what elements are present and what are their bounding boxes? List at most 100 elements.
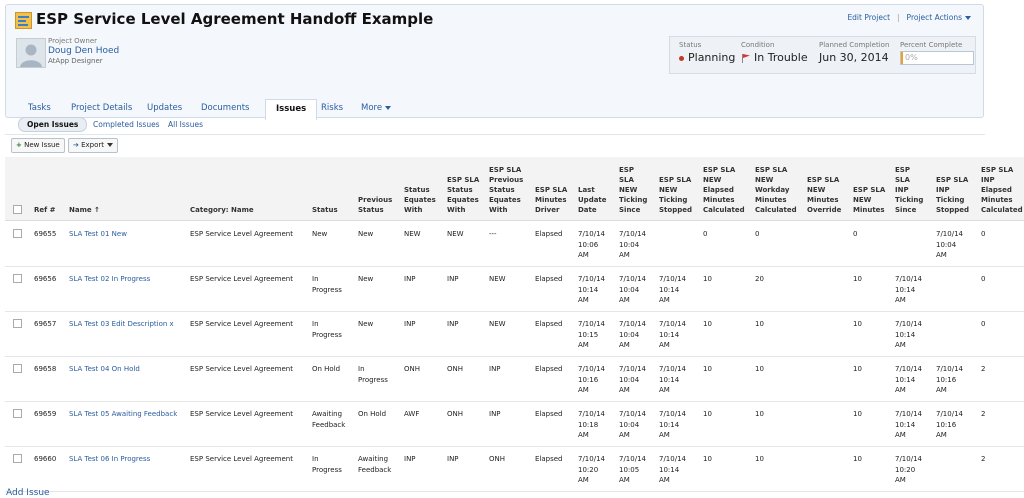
table-cell: INP	[447, 320, 459, 328]
tab-risks[interactable]: Risks	[321, 103, 344, 113]
table-cell: 7/10/14 10:14 AM	[895, 275, 922, 304]
issue-name-link[interactable]: SLA Test 02 In Progress	[69, 275, 151, 283]
avatar[interactable]	[16, 38, 46, 68]
table-row[interactable]: 69657 SLA Test 03 Edit Description x ESP S…	[5, 311, 1024, 357]
tab-more[interactable]: More	[361, 99, 392, 119]
column-header-new-workday[interactable]: ESP SLA NEW Workday Minutes Calculated	[755, 166, 797, 214]
issue-name-link[interactable]: SLA Test 06 In Progress	[69, 455, 151, 463]
table-cell: Elapsed	[535, 410, 563, 418]
column-header-status[interactable]: Status	[312, 206, 338, 214]
table-cell: Elapsed	[535, 365, 563, 373]
table-cell: 7/10/14 10:04 AM	[936, 230, 963, 259]
table-cell: New	[358, 320, 374, 328]
column-header-status-equates[interactable]: Status Equates With	[404, 186, 436, 214]
flag-icon	[742, 54, 750, 63]
add-issue-link[interactable]: Add Issue	[6, 488, 50, 498]
edit-project-link[interactable]: Edit Project	[847, 13, 891, 22]
table-cell: 0	[981, 275, 986, 283]
table-cell: 10	[703, 365, 712, 373]
tab-issues[interactable]: Issues	[265, 99, 318, 120]
table-cell: 7/10/14 10:04 AM	[619, 320, 646, 349]
column-header-new-elapsed[interactable]: ESP SLA NEW Elapsed Minutes Calculated	[703, 166, 745, 214]
column-header-last-update[interactable]: Last Update Date	[578, 186, 607, 214]
divider	[5, 134, 985, 135]
table-cell: In Progress	[312, 275, 342, 294]
table-row[interactable]: 69660 SLA Test 06 In Progress ESP Service …	[5, 446, 1024, 492]
column-header-inp-elapsed[interactable]: ESP SLA INP Elapsed Minutes Calculated	[981, 166, 1023, 214]
table-cell: 7/10/14 10:14 AM	[895, 410, 922, 439]
issue-name-link[interactable]: SLA Test 05 Awaiting Feedback	[69, 410, 178, 418]
column-header-sla-status-equates[interactable]: ESP SLA Status Equates With	[447, 176, 480, 214]
table-cell: INP	[404, 455, 416, 463]
column-header-name[interactable]: Name ↑	[69, 206, 100, 214]
project-owner: Project Owner Doug Den Hoed AtApp Design…	[48, 36, 119, 66]
table-cell: Elapsed	[535, 455, 563, 463]
row-checkbox[interactable]	[13, 274, 22, 283]
column-header-new-override[interactable]: ESP SLA NEW Minutes Override	[807, 176, 842, 214]
table-cell: 69659	[34, 410, 57, 418]
column-header-new-minutes[interactable]: ESP SLA NEW Minutes	[853, 186, 886, 214]
status-label: Status	[679, 41, 702, 49]
row-checkbox[interactable]	[13, 454, 22, 463]
issue-name-link[interactable]: SLA Test 04 On Hold	[69, 365, 140, 373]
column-header-sla-minutes-driver[interactable]: ESP SLA Minutes Driver	[535, 186, 568, 214]
table-cell: ONH	[447, 365, 464, 373]
row-checkbox[interactable]	[13, 364, 22, 373]
table-cell: 2	[981, 365, 986, 373]
chevron-down-icon	[965, 16, 971, 20]
row-checkbox[interactable]	[13, 409, 22, 418]
tab-documents[interactable]: Documents	[201, 103, 250, 113]
column-header-category[interactable]: Category: Name	[190, 206, 254, 214]
table-cell: New	[358, 275, 374, 283]
table-cell: ESP Service Level Agreement	[190, 320, 293, 328]
table-cell: ESP Service Level Agreement	[190, 230, 293, 238]
table-cell: Elapsed	[535, 320, 563, 328]
table-cell: 0	[981, 320, 986, 328]
issue-name-link[interactable]: SLA Test 01 New	[69, 230, 127, 238]
table-cell: Awaiting Feedback	[358, 455, 392, 474]
planned-completion-label: Planned Completion	[819, 41, 890, 49]
new-issue-button[interactable]: + New Issue	[11, 138, 65, 153]
table-cell: 7/10/14 10:16 AM	[578, 365, 605, 394]
table-cell: 7/10/14 10:14 AM	[659, 365, 686, 394]
tab-project-details[interactable]: Project Details	[71, 103, 133, 113]
tab-tasks[interactable]: Tasks	[28, 103, 51, 113]
column-header-ref[interactable]: Ref #	[34, 206, 56, 214]
column-header-new-ticking-stopped[interactable]: ESP SLA NEW Ticking Stopped	[659, 176, 692, 214]
column-header-sla-prev-status-equates[interactable]: ESP SLA Previous Status Equates With	[489, 166, 524, 214]
subtab-all-issues[interactable]: All Issues	[168, 120, 203, 129]
export-button[interactable]: ➔ Export	[68, 138, 119, 153]
table-cell: 7/10/14 10:05 AM	[619, 455, 646, 484]
page-title: ESP Service Level Agreement Handoff Exam…	[36, 10, 434, 28]
table-cell: In Progress	[312, 320, 342, 339]
subtab-completed-issues[interactable]: Completed Issues	[93, 120, 160, 129]
tab-updates[interactable]: Updates	[147, 103, 183, 113]
percent-complete-bar: 0%	[900, 51, 974, 65]
project-header: ESP Service Level Agreement Handoff Exam…	[5, 4, 984, 120]
table-row[interactable]: 69658 SLA Test 04 On Hold ESP Service Leve…	[5, 356, 1024, 402]
table-cell: NEW	[489, 275, 506, 283]
table-cell: 10	[853, 410, 862, 418]
issue-name-link[interactable]: SLA Test 03 Edit Description x	[69, 320, 174, 328]
table-cell: 10	[853, 320, 862, 328]
table-cell: NEW	[489, 320, 506, 328]
select-all-checkbox[interactable]	[13, 205, 22, 214]
row-checkbox[interactable]	[13, 319, 22, 328]
project-actions-menu[interactable]: Project Actions	[907, 13, 971, 22]
column-header-previous-status[interactable]: Previous Status	[358, 196, 393, 214]
row-checkbox[interactable]	[13, 229, 22, 238]
column-header-new-ticking-since[interactable]: ESP SLA NEW Ticking Since	[619, 166, 648, 214]
table-row[interactable]: 69656 SLA Test 02 In Progress ESP Service …	[5, 266, 1024, 312]
table-cell: 10	[703, 410, 712, 418]
owner-name-link[interactable]: Doug Den Hoed	[48, 46, 120, 56]
table-cell: INP	[404, 275, 416, 283]
table-cell: 69656	[34, 275, 57, 283]
table-row[interactable]: 69659 SLA Test 05 Awaiting Feedback ESP Se…	[5, 401, 1024, 447]
table-row[interactable]: 69655 SLA Test 01 New ESP Service Level Ag…	[5, 221, 1024, 267]
table-cell: 10	[755, 410, 764, 418]
column-header-inp-ticking-stopped[interactable]: ESP SLA INP Ticking Stopped	[936, 176, 969, 214]
subtab-open-issues[interactable]: Open Issues	[18, 117, 88, 132]
table-cell: 69660	[34, 455, 57, 463]
column-header-inp-ticking-since[interactable]: ESP SLA INP Ticking Since	[895, 166, 924, 214]
table-cell: ESP Service Level Agreement	[190, 275, 293, 283]
